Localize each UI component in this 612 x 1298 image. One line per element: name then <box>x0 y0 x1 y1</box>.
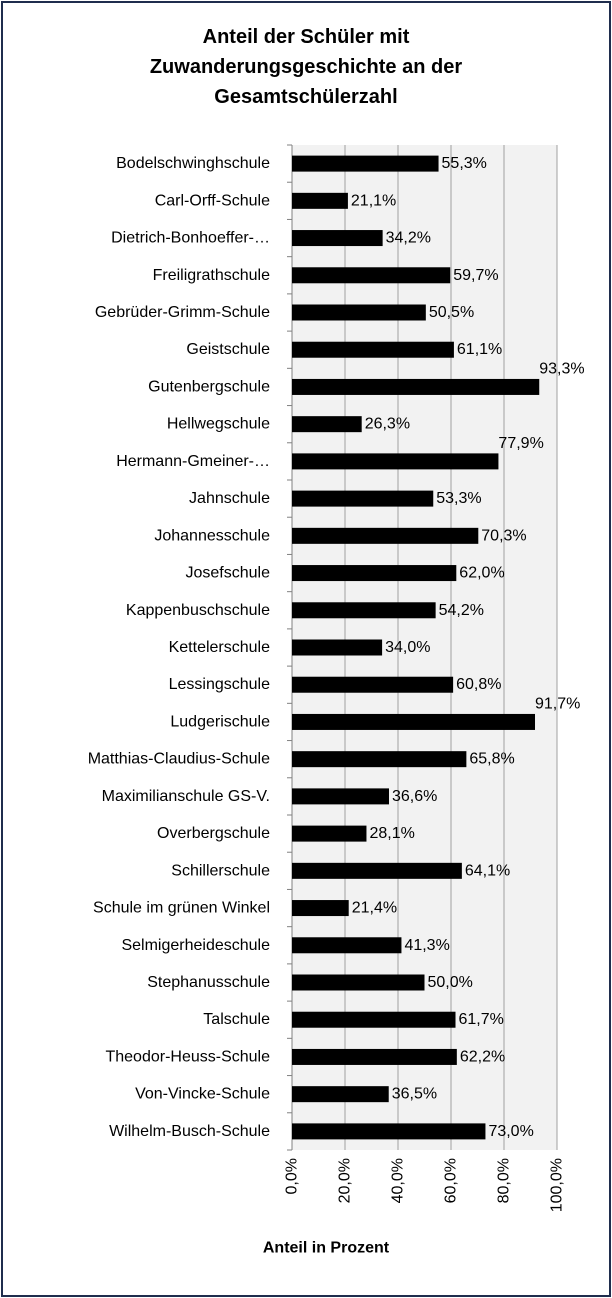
data-label: 36,5% <box>392 1086 437 1103</box>
bar <box>292 453 499 470</box>
bar <box>292 267 451 284</box>
data-label: 59,7% <box>453 267 498 284</box>
data-label: 77,9% <box>498 435 543 452</box>
bar <box>292 341 454 358</box>
data-label: 34,0% <box>385 639 430 656</box>
bar <box>292 825 367 842</box>
bar <box>292 751 467 768</box>
y-tick-label: Bodelschwinghschule <box>116 155 270 172</box>
x-tick-label: 0,0% <box>284 1158 301 1194</box>
data-label: 64,1% <box>465 862 510 879</box>
bar <box>292 937 402 954</box>
y-tick-label: Theodor-Heuss-Schule <box>105 1048 270 1065</box>
y-tick-label: Geistschule <box>186 341 270 358</box>
y-tick-label: Wilhelm-Busch-Schule <box>109 1123 270 1140</box>
bar <box>292 527 479 544</box>
y-tick-label: Hellwegschule <box>167 416 270 433</box>
y-tick-label: Maximilianschule GS-V. <box>102 788 270 805</box>
y-tick-label: Overbergschule <box>157 825 270 842</box>
y-tick-label: Hermann-Gmeiner-… <box>116 453 270 470</box>
y-tick-label: Selmigerheideschule <box>121 937 270 954</box>
x-tick-label: 40,0% <box>390 1158 407 1203</box>
y-tick-label: Kappenbuschschule <box>126 602 270 619</box>
data-label: 50,0% <box>428 974 473 991</box>
bar <box>292 1048 457 1065</box>
bar <box>292 416 362 433</box>
bar <box>292 974 425 991</box>
data-label: 50,5% <box>429 304 474 321</box>
data-label: 36,6% <box>392 788 437 805</box>
data-label: 93,3% <box>539 360 584 377</box>
y-tick-label: Schillerschule <box>171 862 270 879</box>
bar <box>292 378 540 395</box>
data-label: 73,0% <box>488 1123 533 1140</box>
y-tick-label: Josefschule <box>186 565 271 582</box>
bar <box>292 900 349 917</box>
data-label: 70,3% <box>481 527 526 544</box>
y-tick-label: Gebrüder-Grimm-Schule <box>95 304 270 321</box>
chart-title: Anteil der Schüler mit Zuwanderungsgesch… <box>149 26 463 108</box>
x-tick-label: 100,0% <box>549 1158 566 1212</box>
bar <box>292 602 436 619</box>
bar <box>292 565 457 582</box>
data-label: 62,0% <box>459 565 504 582</box>
y-tick-label: Matthias-Claudius-Schule <box>88 751 270 768</box>
x-tick-label: 80,0% <box>496 1158 513 1203</box>
bar <box>292 192 348 209</box>
y-tick-label: Carl-Orff-Schule <box>155 192 270 209</box>
bar <box>292 304 426 321</box>
y-tick-label: Von-Vincke-Schule <box>135 1086 270 1103</box>
y-tick-label: Jahnschule <box>189 490 270 507</box>
bar <box>292 788 389 805</box>
data-label: 21,4% <box>352 900 397 917</box>
data-label: 60,8% <box>456 676 501 693</box>
bar <box>292 713 536 730</box>
y-tick-label: Johannesschule <box>154 527 270 544</box>
data-label: 21,1% <box>351 192 396 209</box>
data-label: 62,2% <box>460 1048 505 1065</box>
data-label: 26,3% <box>365 416 410 433</box>
data-label: 28,1% <box>369 825 414 842</box>
data-label: 41,3% <box>404 937 449 954</box>
data-label: 61,7% <box>459 1011 504 1028</box>
y-tick-label: Dietrich-Bonhoeffer-… <box>111 230 270 247</box>
y-tick-label: Talschule <box>203 1011 270 1028</box>
data-label: 34,2% <box>386 230 431 247</box>
bar <box>292 676 454 693</box>
data-label: 91,7% <box>535 695 580 712</box>
y-tick-label: Freiligrathschule <box>153 267 270 284</box>
data-label: 53,3% <box>436 490 481 507</box>
bar <box>292 1123 486 1140</box>
data-label: 54,2% <box>439 602 484 619</box>
x-axis-title: Anteil in Prozent <box>263 1240 390 1257</box>
y-tick-label: Gutenbergschule <box>148 378 270 395</box>
bar <box>292 1086 389 1103</box>
bar <box>292 639 383 656</box>
data-label: 55,3% <box>442 155 487 172</box>
bar <box>292 1011 456 1028</box>
bar <box>292 230 383 247</box>
bar <box>292 155 439 172</box>
y-tick-label: Stephanusschule <box>147 974 270 991</box>
y-tick-label: Lessingschule <box>169 676 271 693</box>
y-tick-label: Ludgerischule <box>170 713 270 730</box>
x-tick-label: 20,0% <box>337 1158 354 1203</box>
data-label: 61,1% <box>457 341 502 358</box>
data-label: 65,8% <box>469 751 514 768</box>
y-tick-label: Kettelerschule <box>169 639 270 656</box>
bar <box>292 490 434 507</box>
x-tick-label: 60,0% <box>443 1158 460 1203</box>
bar <box>292 862 462 879</box>
y-tick-label: Schule im grünen Winkel <box>93 900 270 917</box>
